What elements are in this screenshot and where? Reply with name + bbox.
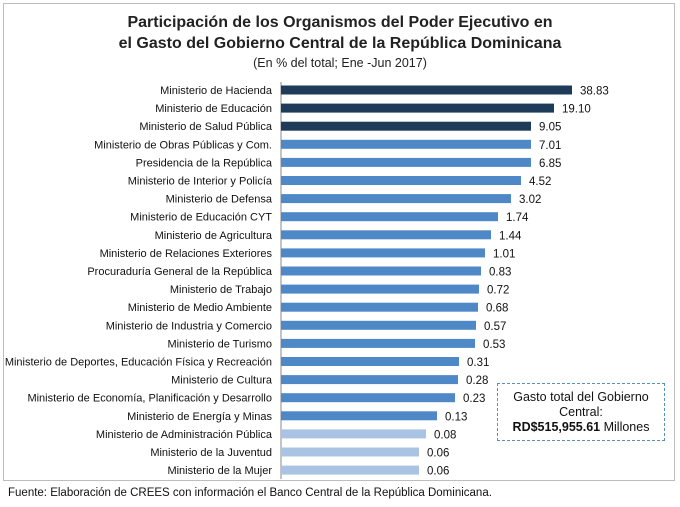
- category-label: Ministerio de la Mujer: [167, 465, 272, 477]
- bar: [281, 465, 419, 475]
- category-label: Ministerio de Defensa: [166, 194, 273, 206]
- category-label: Ministerio de Educación: [155, 103, 272, 115]
- bar: [281, 157, 531, 167]
- bar: [281, 284, 479, 294]
- category-label: Ministerio de Trabajo: [170, 284, 272, 296]
- category-label: Ministerio de Administración Pública: [96, 429, 273, 441]
- total-spending-box: Gasto total del Gobierno Central: RD$515…: [497, 383, 665, 441]
- data-label: 0.53: [483, 339, 505, 351]
- source-note: Fuente: Elaboración de CREES con informa…: [8, 487, 492, 499]
- category-label: Ministerio de Salud Pública: [139, 121, 273, 133]
- bar: [281, 411, 437, 421]
- category-label: Ministerio de Agricultura: [155, 230, 273, 242]
- data-label: 0.06: [427, 466, 449, 478]
- data-label: 0.68: [486, 303, 508, 315]
- category-label: Ministerio de Cultura: [171, 375, 273, 387]
- bar: [281, 429, 426, 439]
- bar: [281, 194, 511, 204]
- data-label: 1.44: [499, 230, 522, 242]
- bar: [281, 338, 475, 348]
- data-label: 6.85: [539, 158, 561, 170]
- data-label: 0.13: [445, 411, 467, 423]
- bar: [281, 103, 554, 113]
- bar: [281, 176, 521, 185]
- bar: [281, 357, 459, 366]
- category-label: Ministerio de Relaciones Exteriores: [100, 248, 273, 260]
- data-label: 7.01: [539, 140, 561, 152]
- data-label: 0.23: [463, 393, 485, 405]
- category-label: Ministerio de Hacienda: [160, 85, 273, 97]
- total-box-line2: Central:: [559, 405, 603, 419]
- data-label: 0.72: [487, 285, 509, 297]
- data-label: 0.57: [484, 321, 506, 333]
- data-label: 3.02: [519, 194, 541, 206]
- bar: [281, 447, 419, 457]
- category-label: Ministerio de la Juventud: [150, 447, 272, 459]
- data-label: 0.08: [434, 429, 456, 441]
- data-label: 4.52: [529, 176, 551, 188]
- data-label: 1.01: [493, 248, 515, 260]
- category-label: Ministerio de Industria y Comercio: [106, 320, 272, 332]
- bar: [281, 248, 485, 258]
- total-box-line1: Gasto total del Gobierno: [513, 390, 649, 404]
- category-label: Ministerio de Obras Públicas y Com.: [94, 139, 272, 151]
- category-label: Ministerio de Energía y Minas: [127, 411, 272, 423]
- bar: [281, 85, 572, 95]
- data-label: 38.83: [580, 86, 609, 98]
- data-label: 1.74: [506, 212, 529, 224]
- category-label: Ministerio de Medio Ambiente: [128, 302, 272, 314]
- total-box-amount-line: RD$515,955.61 Millones: [498, 420, 664, 435]
- category-label: Ministerio de Economía, Planificación y …: [27, 393, 272, 405]
- category-label: Presidencia de la República: [136, 157, 273, 169]
- bar: [281, 393, 455, 403]
- total-box-unit: Millones: [600, 420, 650, 434]
- bar: [281, 121, 531, 131]
- bar: [281, 230, 491, 240]
- bar: [281, 302, 478, 312]
- category-label: Procuraduría General de la República: [87, 266, 273, 278]
- category-label: Ministerio de Deportes, Educación Física…: [5, 357, 272, 369]
- bar: [281, 375, 458, 385]
- bar: [281, 266, 481, 276]
- data-label: 0.31: [467, 357, 489, 369]
- chart-title-line2: el Gasto del Gobierno Central de la Repú…: [118, 35, 562, 52]
- data-label: 9.05: [539, 122, 561, 134]
- category-label: Ministerio de Interior y Policía: [128, 176, 273, 188]
- bar: [281, 320, 476, 330]
- data-label: 0.28: [466, 375, 488, 387]
- data-label: 0.83: [489, 267, 511, 279]
- data-label: 19.10: [562, 104, 591, 116]
- bar: [281, 212, 498, 222]
- category-label: Ministerio de Turismo: [167, 338, 272, 350]
- total-box-amount: RD$515,955.61: [512, 420, 601, 434]
- chart-frame: [3, 3, 675, 481]
- bar: [281, 139, 531, 149]
- chart-subtitle: (En % del total; Ene -Jun 2017): [253, 56, 427, 70]
- category-label: Ministerio de Educación CYT: [130, 212, 272, 224]
- chart-title-line1: Participación de los Organismos del Pode…: [127, 14, 553, 31]
- bar-chart: Ministerio de Hacienda 38.83 Ministerio de…: [5, 82, 609, 480]
- data-label: 0.06: [427, 448, 449, 460]
